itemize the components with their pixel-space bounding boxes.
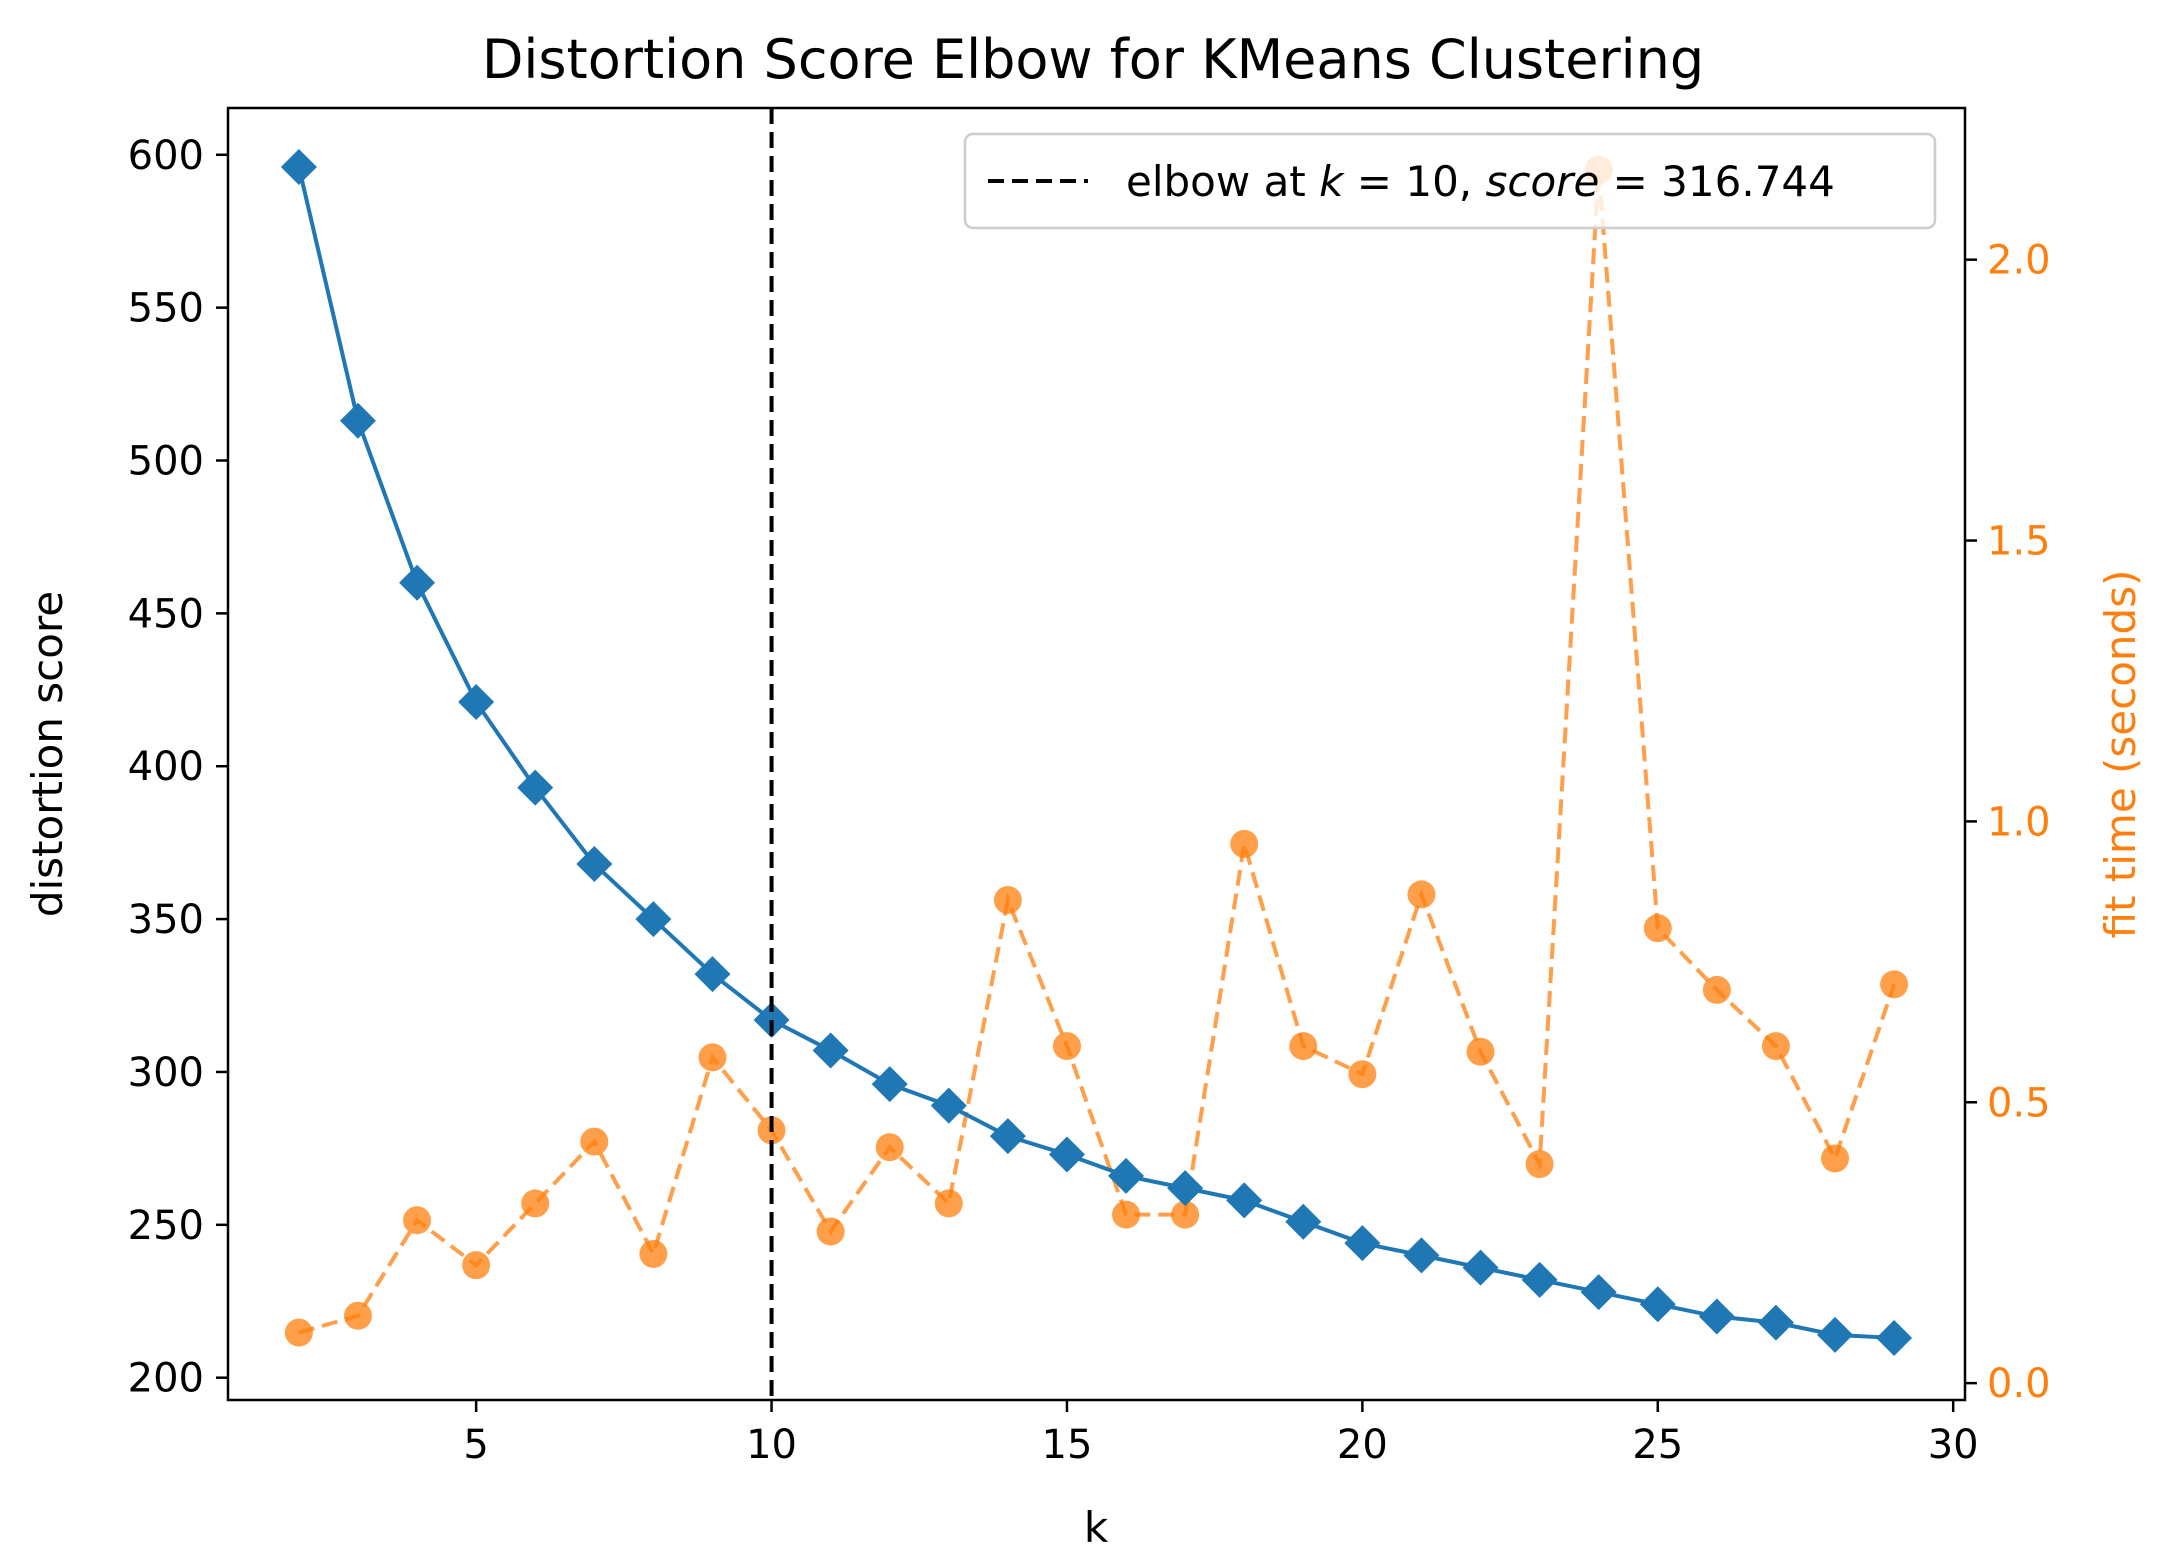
- distortion-score-point: [1226, 1182, 1263, 1219]
- fit-time-point: [284, 1318, 313, 1347]
- legend-elbow-k-value: = 10,: [1343, 157, 1485, 206]
- fit-time-point: [1052, 1032, 1081, 1061]
- fit-time-point: [1348, 1060, 1377, 1089]
- fit-time-point: [698, 1043, 727, 1072]
- distortion-score-point: [1108, 1157, 1145, 1194]
- fit-time-point: [1525, 1150, 1554, 1179]
- distortion-score-point: [399, 564, 436, 601]
- legend-box: [963, 132, 1937, 230]
- distortion-score-point: [517, 769, 554, 806]
- fit-time-point: [1821, 1144, 1850, 1173]
- fit-time-point: [1466, 1037, 1495, 1066]
- fit-time-point: [521, 1189, 550, 1218]
- x-tick-label: 30: [1928, 1422, 1979, 1468]
- legend-elbow-k-label: k: [1319, 157, 1345, 206]
- distortion-score-point: [1462, 1249, 1499, 1286]
- distortion-score-point: [1403, 1237, 1440, 1274]
- fit-time-point: [1761, 1032, 1790, 1061]
- distortion-score-point: [1876, 1319, 1913, 1356]
- fit-time-point: [1289, 1032, 1318, 1061]
- plot-frame: [226, 106, 1967, 1402]
- distortion-score-point: [576, 846, 613, 883]
- y2-tick-label: 0.0: [1987, 1361, 2051, 1407]
- distortion-score-point: [1048, 1136, 1085, 1173]
- chart-title: Distortion Score Elbow for KMeans Cluste…: [482, 28, 1704, 91]
- y-tick-label: 550: [128, 286, 204, 332]
- distortion-score-point: [694, 956, 731, 993]
- legend-elbow-text: elbow at k = 10, score = 316.744: [1126, 157, 1835, 206]
- y2-tick-label: 0.5: [1987, 1080, 2051, 1126]
- fit-time-point: [1880, 970, 1909, 999]
- y-axis-label: distortion score: [23, 591, 72, 917]
- fit-time-point: [1702, 975, 1731, 1004]
- distortion-score-point: [1167, 1170, 1204, 1207]
- distortion-score-point: [989, 1118, 1026, 1155]
- x-tick-label: 15: [1042, 1422, 1093, 1468]
- distortion-score-point: [1521, 1261, 1558, 1298]
- distortion-score-point: [635, 901, 672, 938]
- fit-time-point: [816, 1217, 845, 1246]
- y-tick-label: 350: [128, 897, 204, 943]
- x-tick-label: 25: [1632, 1422, 1683, 1468]
- distortion-score-point: [1580, 1274, 1617, 1311]
- y-tick-label: 200: [128, 1356, 204, 1402]
- fit-time-point: [403, 1206, 432, 1235]
- distortion-score-point: [458, 684, 495, 721]
- x-tick-label: 5: [463, 1422, 488, 1468]
- fit-time-point: [1407, 880, 1436, 909]
- fit-time-point: [580, 1127, 609, 1156]
- distortion-score-point: [871, 1066, 908, 1103]
- x-tick-label: 20: [1337, 1422, 1388, 1468]
- y-tick-label: 600: [128, 133, 204, 179]
- distortion-score-point: [1639, 1286, 1676, 1323]
- legend-elbow-prefix: elbow at: [1126, 157, 1319, 206]
- y2-tick-label: 1.5: [1987, 519, 2051, 565]
- distortion-score-point: [280, 149, 317, 186]
- y-tick-label: 250: [128, 1203, 204, 1249]
- y2-tick-label: 1.0: [1987, 799, 2051, 845]
- distortion-score-point: [339, 402, 376, 439]
- distortion-score-line: [296, 166, 1895, 1340]
- legend-elbow-score-label: score: [1486, 157, 1600, 206]
- series-layer: [280, 108, 1913, 1400]
- distortion-score-point: [1285, 1203, 1322, 1240]
- y-tick-label: 300: [128, 1050, 204, 1096]
- fit-time-point: [993, 886, 1022, 915]
- y-tick-label: 400: [128, 744, 204, 790]
- fit-time-point: [934, 1189, 963, 1218]
- distortion-score-point: [812, 1032, 849, 1069]
- fit-time-point: [1643, 914, 1672, 943]
- y2-axis-label: fit time (seconds): [2096, 570, 2145, 939]
- x-tick-label: 10: [746, 1422, 797, 1468]
- distortion-score-point: [930, 1087, 967, 1124]
- fit-time-point: [1171, 1200, 1200, 1229]
- y2-tick-label: 2.0: [1987, 238, 2051, 284]
- distortion-score-point: [1344, 1225, 1381, 1262]
- distortion-score-point: [1757, 1304, 1794, 1341]
- distortion-score-point: [1698, 1298, 1735, 1335]
- distortion-score-point: [753, 1001, 790, 1038]
- legend: elbow at k = 10, score = 316.744: [963, 132, 1937, 230]
- fit-time-point: [1230, 829, 1259, 858]
- distortion-score-point: [1817, 1316, 1854, 1353]
- fit-time-point: [462, 1251, 491, 1280]
- axes-layer: 5 10 15 20 25 30 200 250 300 350 400 450 500 550 600 0.…: [128, 133, 2051, 1468]
- y-tick-label: 450: [128, 591, 204, 637]
- fit-time-point: [639, 1239, 668, 1268]
- x-axis-label: k: [1084, 1503, 1109, 1552]
- y-tick-label: 500: [128, 439, 204, 485]
- fit-time-point: [875, 1133, 904, 1162]
- fit-time-point: [1112, 1200, 1141, 1229]
- legend-elbow-score-value: = 316.744: [1599, 157, 1835, 206]
- fit-time-point: [343, 1301, 372, 1330]
